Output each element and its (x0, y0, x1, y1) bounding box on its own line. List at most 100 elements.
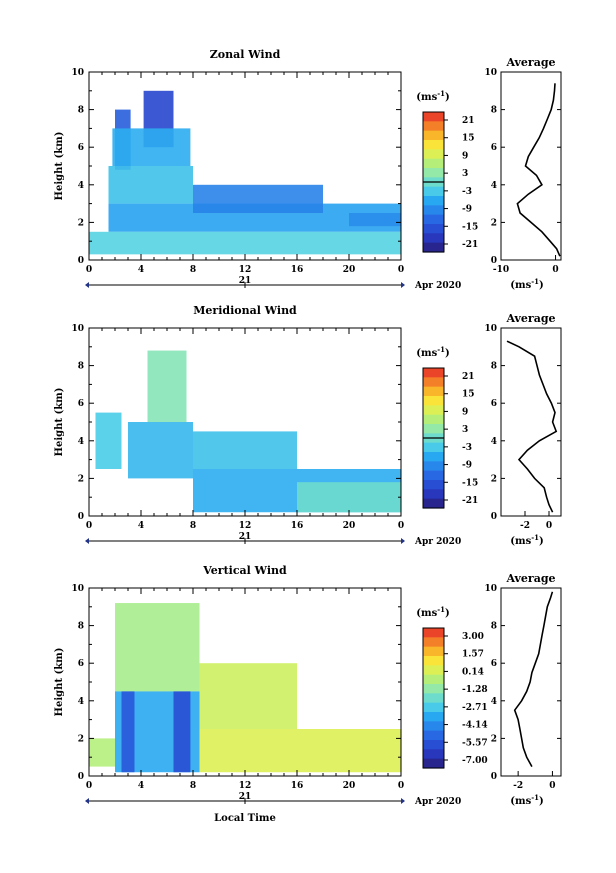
colorbar-segment (423, 721, 444, 732)
colorbar-tick-label: 9 (462, 407, 468, 417)
y-tick-label: 6 (78, 143, 84, 153)
data-cell (89, 231, 401, 255)
average-x-tick-label: -2 (513, 781, 523, 791)
colorbar-segment (423, 480, 444, 490)
colorbar-segment (423, 646, 444, 657)
average-y-tick-label: 10 (484, 584, 497, 594)
data-cell (95, 412, 122, 469)
colorbar-segment (423, 489, 444, 500)
data-cell (173, 691, 191, 773)
colorbar-tick-label: 21 (462, 116, 475, 126)
x-tick-label: 8 (190, 265, 196, 275)
x-tick-label: 16 (291, 265, 304, 275)
colorbar-segment (423, 242, 444, 253)
x-tick-label: 0 (86, 781, 92, 791)
y-tick-label: 6 (78, 659, 84, 669)
average-profile-line (516, 83, 561, 257)
y-axis-label: Height (km) (54, 648, 65, 717)
colorbar-segment (423, 233, 444, 244)
average-y-tick-label: 6 (491, 659, 497, 669)
colorbar-segment (423, 377, 444, 388)
date-tick-label: 21 (239, 276, 252, 286)
colorbar-frame (422, 627, 445, 769)
average-frame (500, 327, 562, 517)
colorbar-segment (423, 140, 444, 150)
average-y-tick-label: 4 (491, 181, 497, 191)
colorbar-tick-label: 15 (462, 134, 475, 144)
average-frame (500, 587, 562, 777)
colorbar-tick-label: 21 (462, 372, 475, 382)
average-title: Average (505, 312, 555, 325)
date-label: Apr 2020 (414, 281, 461, 291)
colorbar-tick-label: -3 (462, 443, 472, 453)
data-cell (193, 184, 323, 213)
colorbar-tick-label: -7.00 (462, 756, 488, 766)
x-tick-label: 20 (343, 521, 356, 531)
average-y-tick-label: 4 (491, 697, 497, 707)
colorbar-segment (423, 149, 444, 160)
colorbar-segment (423, 637, 444, 648)
y-tick-label: 4 (78, 181, 84, 191)
x-tick-label: 0 (398, 265, 404, 275)
data-cell (89, 738, 115, 767)
panel-title: Zonal Wind (210, 48, 281, 61)
colorbar-segment (423, 396, 444, 406)
y-tick-label: 8 (78, 622, 84, 632)
y-tick-label: 4 (78, 437, 84, 447)
panel-title: Meridional Wind (193, 304, 297, 317)
date-tick-label: 21 (239, 532, 252, 542)
y-axis-label: Height (km) (54, 132, 65, 201)
colorbar-tick-label: -9 (462, 205, 472, 215)
data-cell (112, 128, 191, 166)
average-y-tick-label: 6 (491, 399, 497, 409)
colorbar-segment (423, 656, 444, 666)
colorbar-unit: (ms-1) (416, 345, 449, 359)
colorbar-tick-label: -1.28 (462, 685, 488, 695)
data-cell (121, 691, 135, 773)
x-tick-label: 0 (86, 521, 92, 531)
colorbar-segment (423, 224, 444, 234)
colorbar-tick-label: -21 (462, 240, 478, 250)
colorbar-segment (423, 368, 444, 378)
colorbar-segment (423, 665, 444, 676)
average-y-tick-label: 2 (491, 474, 497, 484)
colorbar-segment (423, 740, 444, 750)
colorbar-segment (423, 214, 444, 225)
colorbar-segment (423, 758, 444, 769)
average-y-tick-label: 0 (491, 772, 497, 782)
average-x-tick-label: 0 (549, 781, 555, 791)
x-tick-label: 4 (138, 265, 144, 275)
colorbar-segment (423, 712, 444, 722)
average-y-tick-label: 10 (484, 324, 497, 334)
colorbar-segment (423, 158, 444, 169)
x-tick-label: 12 (239, 521, 252, 531)
average-unit: (ms-1) (510, 793, 543, 807)
colorbar-tick-label: -15 (462, 478, 478, 488)
y-tick-label: 0 (78, 256, 84, 266)
colorbar-segment (423, 470, 444, 481)
y-tick-label: 4 (78, 697, 84, 707)
average-x-tick-label: -10 (493, 265, 509, 275)
y-tick-label: 10 (71, 584, 84, 594)
colorbar-segment (423, 461, 444, 472)
average-unit: (ms-1) (510, 277, 543, 291)
colorbar-segment (423, 168, 444, 178)
x-axis-label: Local Time (214, 813, 276, 824)
average-y-tick-label: 10 (484, 68, 497, 78)
y-tick-label: 2 (78, 474, 84, 484)
colorbar-tick-label: -4.14 (462, 721, 488, 731)
colorbar-segment (423, 684, 444, 694)
colorbar-tick-label: -15 (462, 222, 478, 232)
data-cell (193, 431, 297, 469)
average-y-tick-label: 2 (491, 734, 497, 744)
y-tick-label: 0 (78, 772, 84, 782)
colorbar-segment (423, 452, 444, 462)
x-tick-label: 4 (138, 781, 144, 791)
average-x-tick-label: 0 (552, 265, 558, 275)
y-tick-label: 0 (78, 512, 84, 522)
colorbar-segment (423, 414, 444, 425)
x-tick-label: 8 (190, 521, 196, 531)
colorbar-tick-label: 15 (462, 390, 475, 400)
x-tick-label: 12 (239, 781, 252, 791)
